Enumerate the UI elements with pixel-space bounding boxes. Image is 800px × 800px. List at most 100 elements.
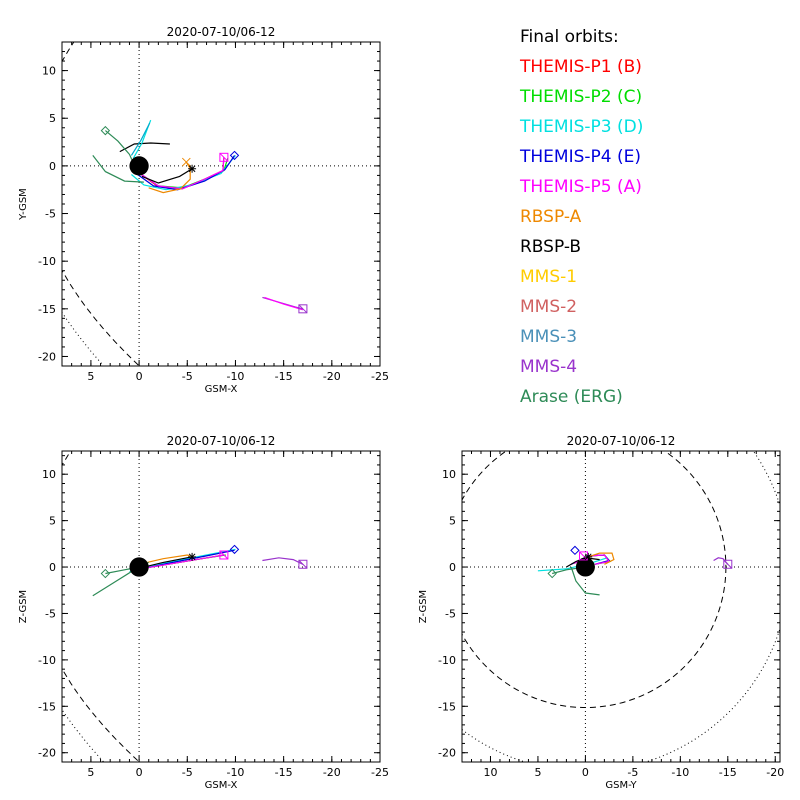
legend-item-themis-p1: THEMIS-P1 (B) — [520, 57, 642, 77]
square-marker — [723, 559, 733, 569]
y-tick-label: 10 — [42, 65, 56, 78]
y-axis-label: Z-GSM — [418, 590, 429, 623]
y-tick-label: -5 — [45, 607, 56, 620]
dashed-boundary — [62, 451, 141, 762]
x-axis-label: GSM-Y — [605, 780, 637, 791]
orbit-line — [130, 122, 151, 156]
x-tick-label: -5 — [182, 370, 193, 383]
earth-marker — [129, 156, 149, 176]
square-marker — [298, 559, 308, 569]
y-tick-label: -5 — [445, 607, 456, 620]
x-tick-label: 10 — [483, 766, 497, 779]
star-marker — [188, 164, 197, 173]
y-tick-label: 0 — [449, 561, 456, 574]
plot-title: 2020-07-10/06-12 — [167, 434, 276, 448]
x-tick-label: -15 — [275, 370, 293, 383]
diamond-marker — [229, 150, 240, 161]
y-tick-label: 0 — [49, 561, 56, 574]
y-tick-label: -10 — [38, 654, 56, 667]
x-tick-label: 0 — [136, 370, 143, 383]
dotted-boundary — [62, 311, 105, 366]
y-tick-label: -15 — [38, 303, 56, 316]
y-tick-label: -15 — [438, 700, 456, 713]
orbit-line — [148, 161, 191, 194]
x-tick-label: -5 — [182, 766, 193, 779]
earth-marker — [129, 557, 149, 577]
y-axis-label: Z-GSM — [18, 590, 29, 623]
cross-marker — [181, 157, 191, 167]
y-tick-label: -20 — [38, 747, 56, 760]
diamond-marker — [100, 568, 111, 579]
square-marker-cross — [723, 559, 733, 569]
diamond-marker — [547, 568, 557, 579]
legend-item-arase: Arase (ERG) — [520, 387, 623, 407]
diamond-marker — [570, 545, 580, 556]
y-tick-label: 10 — [442, 468, 456, 481]
square-marker-cross — [219, 152, 229, 162]
y-tick-label: -20 — [38, 350, 56, 363]
x-axis-label: GSM-X — [205, 384, 238, 395]
legend-item-mms-2: MMS-2 — [520, 297, 578, 317]
x-tick-label: -10 — [226, 370, 244, 383]
legend-item-themis-p3: THEMIS-P3 (D) — [520, 117, 644, 137]
legend-item-rbsp-b: RBSP-B — [520, 237, 582, 257]
x-tick-label: -20 — [323, 370, 341, 383]
orbit-line — [141, 168, 193, 184]
square-marker — [298, 304, 308, 314]
orbit-line — [119, 142, 170, 153]
y-tick-label: 5 — [49, 515, 56, 528]
x-axis-label: GSM-X — [205, 780, 238, 791]
diamond-marker — [100, 125, 111, 136]
orbit-line — [262, 557, 304, 565]
x-tick-label: -20 — [323, 766, 341, 779]
y-tick-label: 5 — [49, 112, 56, 125]
x-tick-label: -10 — [671, 766, 689, 779]
plot-title: 2020-07-10/06-12 — [567, 434, 676, 448]
y-tick-label: -10 — [438, 654, 456, 667]
legend-item-mms-1: MMS-1 — [520, 267, 578, 287]
x-tick-label: -25 — [371, 370, 389, 383]
legend-item-rbsp-a: RBSP-A — [520, 207, 582, 227]
square-marker-cross — [298, 559, 308, 569]
orbit-line — [92, 155, 144, 183]
square-marker — [219, 152, 229, 162]
legend-item-mms-3: MMS-3 — [520, 327, 578, 347]
star-marker — [584, 552, 593, 561]
plot-area — [62, 451, 380, 762]
y-tick-label: -10 — [38, 255, 56, 268]
y-axis-label: Y-GSM — [18, 188, 29, 221]
legend: Final orbits: THEMIS-P1 (B) THEMIS-P2 (C… — [520, 22, 643, 412]
chart-panel-2: 2020-07-10/06-12 5 0 -5 -10 -15 -20 -25 10 5 0 -5 -1… — [18, 434, 389, 791]
square-marker — [219, 550, 229, 560]
orbit-line — [105, 130, 134, 164]
x-tick-label: -10 — [226, 766, 244, 779]
legend-header: Final orbits: — [520, 27, 619, 47]
legend-item-themis-p4: THEMIS-P4 (E) — [520, 147, 641, 167]
orbit-line — [138, 554, 191, 565]
plot-title: 2020-07-10/06-12 — [167, 25, 276, 39]
orbit-line — [136, 157, 225, 190]
plot-area — [62, 42, 380, 366]
dashed-boundary — [462, 451, 727, 708]
square-marker-cross — [298, 304, 308, 314]
x-tick-label: 0 — [582, 766, 589, 779]
chart-panel-3: 2020-07-10/06-12 10 5 0 -5 -10 -15 -20 10 5 0 -5 -10… — [418, 434, 784, 791]
y-tick-label: 0 — [49, 160, 56, 173]
x-tick-label: 0 — [136, 766, 143, 779]
chart-panel-1: 2020-07-10/06-12 5 0 -5 -10 -15 -20 -25 10 5 0 -5 -1… — [18, 25, 389, 395]
plot-frame — [61, 450, 381, 763]
plot-frame — [461, 450, 781, 763]
y-tick-label: 10 — [42, 468, 56, 481]
x-tick-label: 5 — [534, 766, 541, 779]
star-marker — [188, 552, 197, 561]
x-tick-label: -5 — [627, 766, 638, 779]
x-tick-label: -15 — [275, 766, 293, 779]
legend-item-themis-p5: THEMIS-P5 (A) — [520, 177, 642, 197]
y-tick-label: -15 — [38, 700, 56, 713]
orbit-line — [570, 566, 600, 596]
x-tick-label: 5 — [87, 766, 94, 779]
dotted-boundary — [62, 708, 105, 762]
x-tick-label: 5 — [87, 370, 94, 383]
plot-frame — [61, 41, 381, 367]
legend-item-themis-p2: THEMIS-P2 (C) — [520, 87, 643, 107]
